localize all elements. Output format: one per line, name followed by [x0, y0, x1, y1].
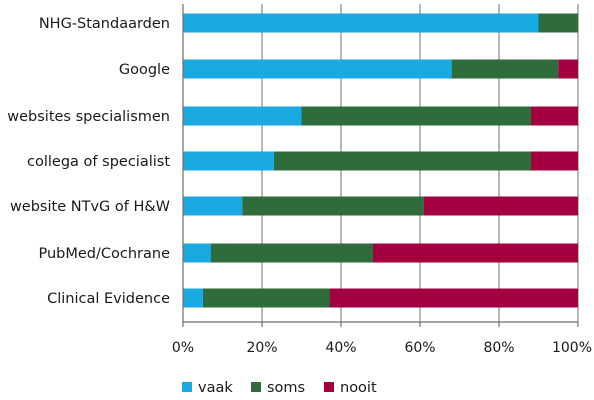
bar-segment-vaak — [183, 288, 203, 308]
bars — [183, 13, 578, 308]
category-label: Google — [119, 62, 170, 78]
x-tick-label: 100% — [552, 340, 592, 356]
bar-segment-nooit — [530, 106, 578, 126]
bar-segment-nooit — [372, 243, 578, 263]
category-labels: NHG-Standaarden Google websites specialism… — [7, 16, 170, 307]
category-label: NHG-Standaarden — [39, 16, 170, 32]
x-tick-label: 40% — [325, 340, 356, 356]
category-label: PubMed/Cochrane — [38, 246, 170, 262]
bar-segment-vaak — [183, 13, 539, 33]
category-label: collega of specialist — [27, 154, 170, 170]
bar-segment-soms — [301, 106, 531, 126]
bar-segment-soms — [202, 288, 330, 308]
x-axis: 0% 20% 40% 60% 80% 100% — [172, 4, 592, 356]
legend-label-nooit: nooit — [340, 380, 377, 396]
x-tick-label: 0% — [172, 340, 194, 356]
legend-label-vaak: vaak — [198, 380, 233, 396]
legend-swatch-soms — [251, 382, 261, 392]
bar-segment-vaak — [183, 151, 274, 171]
legend-swatch-nooit — [324, 382, 334, 392]
x-tick-label: 60% — [404, 340, 435, 356]
bar-segment-soms — [210, 243, 373, 263]
bar-segment-soms — [273, 151, 531, 171]
x-tick-label: 80% — [483, 340, 514, 356]
bar-segment-vaak — [183, 196, 243, 216]
bar-segment-nooit — [329, 288, 578, 308]
legend: vaak soms nooit — [182, 380, 377, 396]
bar-segment-vaak — [183, 59, 452, 79]
category-label: websites specialismen — [7, 109, 170, 125]
bar-segment-soms — [538, 13, 578, 33]
category-label: website NTvG of H&W — [10, 199, 170, 215]
bar-segment-soms — [451, 59, 559, 79]
bar-segment-nooit — [558, 59, 578, 79]
bar-segment-soms — [242, 196, 424, 216]
category-label: Clinical Evidence — [47, 291, 170, 307]
bar-segment-vaak — [183, 106, 302, 126]
x-tick-label: 20% — [246, 340, 277, 356]
legend-label-soms: soms — [267, 380, 305, 396]
legend-swatch-vaak — [182, 382, 192, 392]
bar-segment-nooit — [423, 196, 578, 216]
bar-segment-vaak — [183, 243, 211, 263]
bar-segment-nooit — [530, 151, 578, 171]
